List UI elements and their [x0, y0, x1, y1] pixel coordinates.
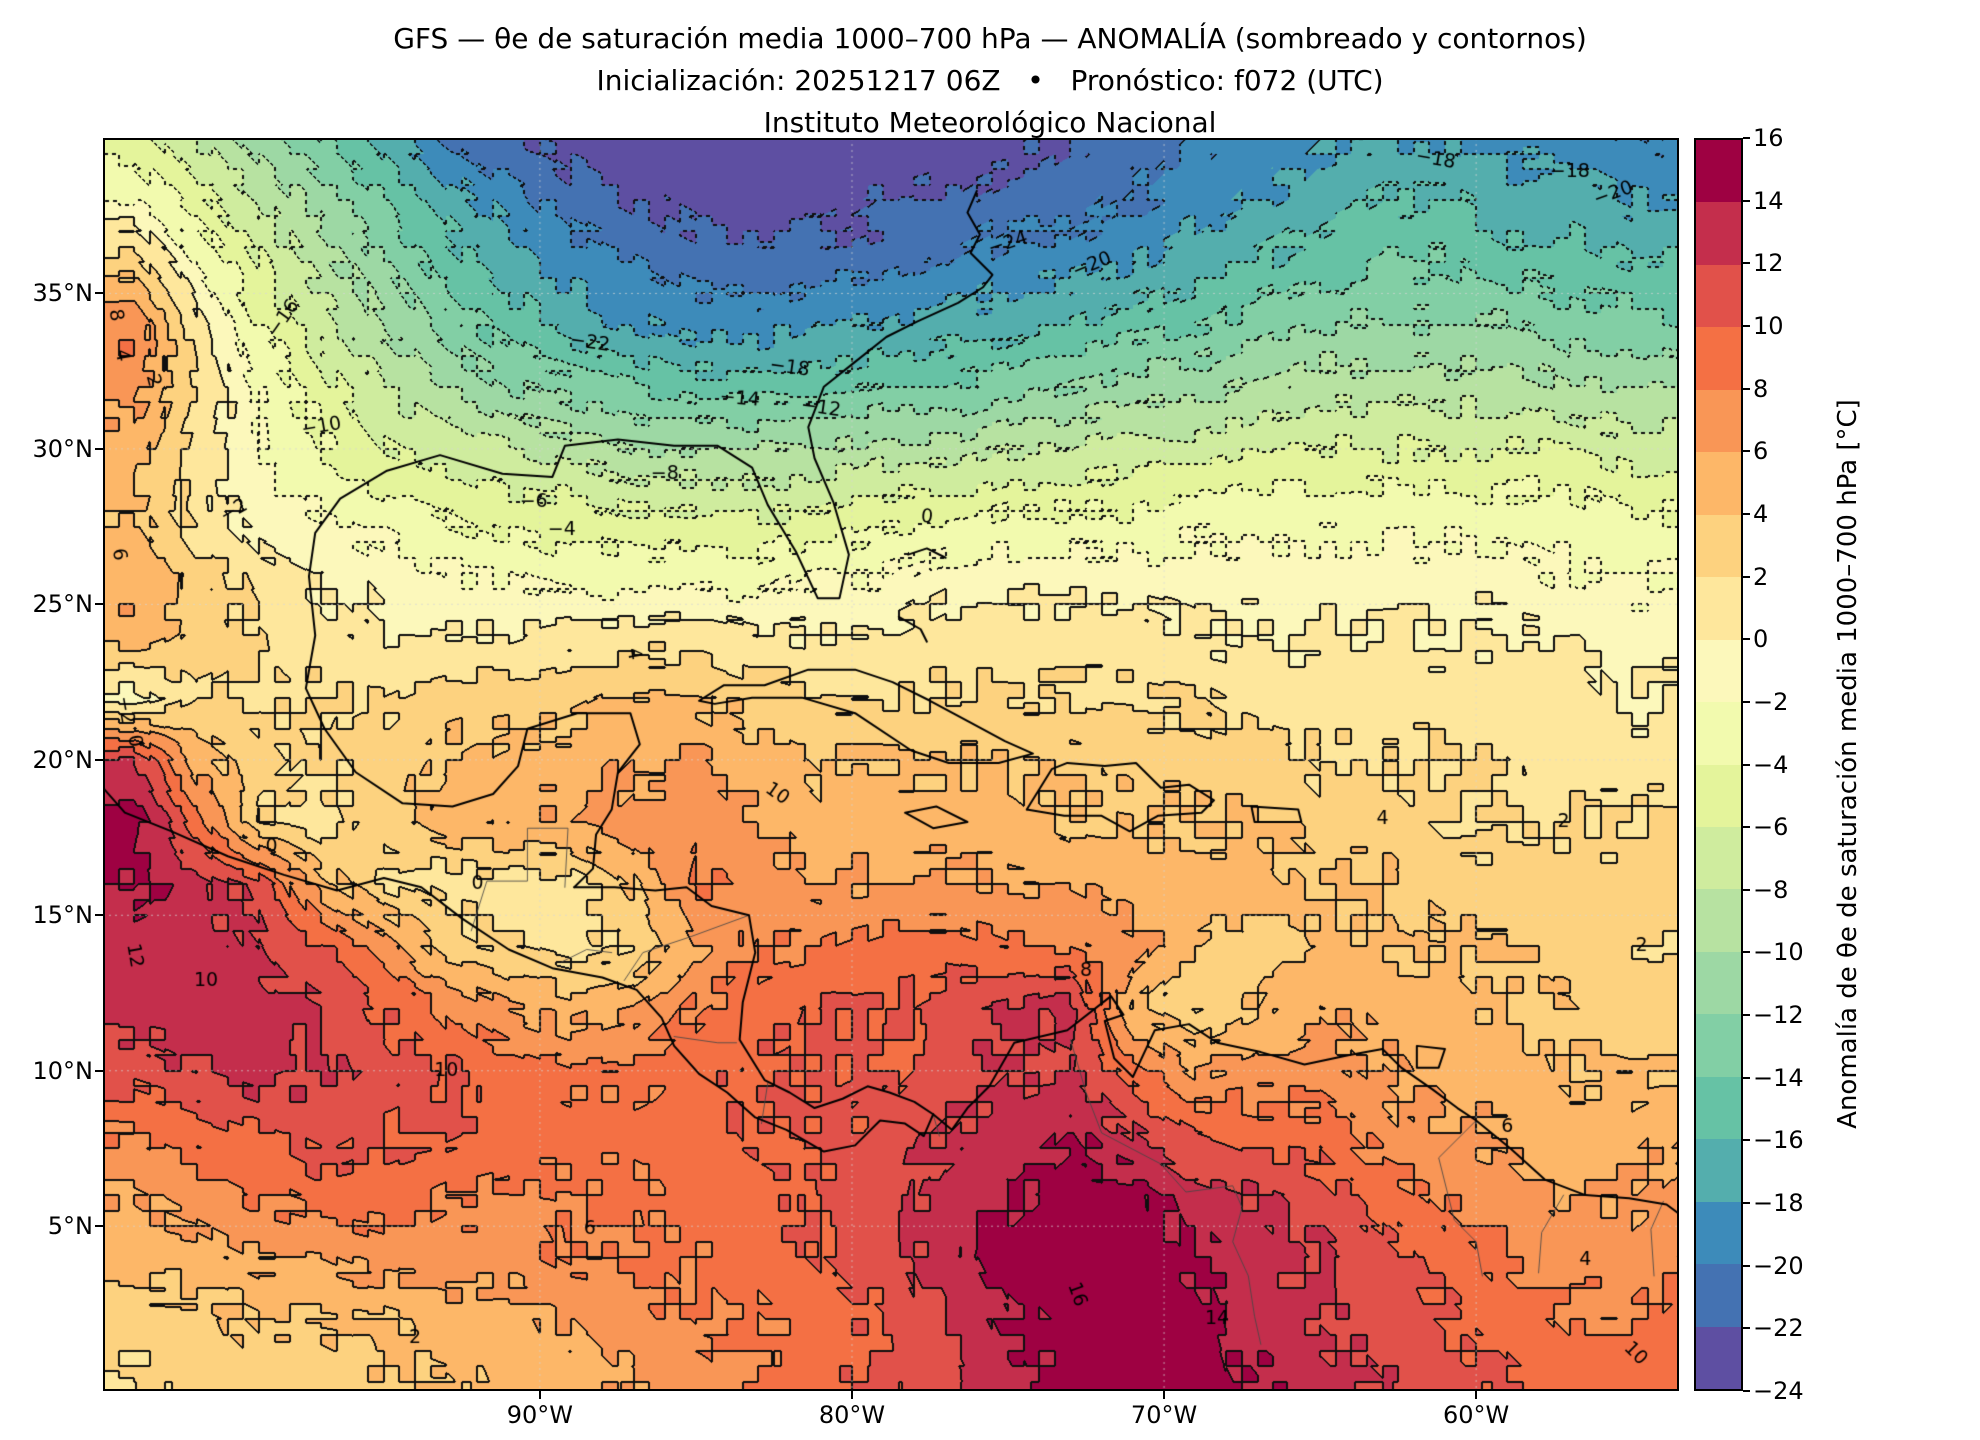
- colorbar-segment: [1696, 826, 1741, 890]
- colorbar-tick-mark: [1743, 826, 1750, 829]
- colorbar-segment: [1696, 577, 1741, 640]
- colorbar-tick-label: −10: [1753, 938, 1804, 967]
- colorbar-tick-mark: [1743, 1139, 1750, 1142]
- x-tick-label: 60°W: [1443, 1401, 1510, 1429]
- colorbar-tick-mark: [1743, 1202, 1750, 1205]
- colorbar-tick-mark: [1743, 1014, 1750, 1017]
- colorbar-segment: [1696, 389, 1741, 453]
- colorbar-tick-mark: [1743, 387, 1750, 390]
- colorbar-tick-mark: [1743, 199, 1750, 202]
- colorbar-tick-label: −2: [1753, 687, 1789, 716]
- x-tick-label: 90°W: [506, 1401, 574, 1429]
- colorbar-tick-label: 12: [1753, 249, 1784, 278]
- colorbar-tick-mark: [1743, 137, 1750, 139]
- colorbar-tick-label: 0: [1753, 625, 1769, 654]
- colorbar-tick-label: −8: [1753, 875, 1789, 904]
- colorbar-tick-label: 16: [1753, 124, 1784, 152]
- colorbar-segment: [1696, 140, 1741, 203]
- x-tick-label: 70°W: [1130, 1401, 1198, 1429]
- colorbar-tick-label: −16: [1753, 1126, 1804, 1155]
- y-tick-mark: [95, 1225, 103, 1228]
- colorbar-segment: [1696, 1139, 1741, 1202]
- colorbar-tick-mark: [1743, 512, 1750, 515]
- y-tick-label: 10°N: [32, 1056, 94, 1085]
- y-tick-label: 30°N: [32, 434, 94, 463]
- colorbar-tick-mark: [1743, 575, 1750, 578]
- colorbar-tick-mark: [1743, 1264, 1750, 1267]
- colorbar-segment: [1696, 1014, 1741, 1077]
- colorbar-tick-mark: [1743, 700, 1750, 703]
- chart-institution: Instituto Meteorológico Nacional: [763, 106, 1217, 139]
- colorbar-tick-label: −22: [1753, 1314, 1804, 1343]
- y-tick-mark: [95, 447, 103, 450]
- colorbar-tick-label: −20: [1753, 1251, 1804, 1280]
- y-tick-mark: [95, 1069, 103, 1072]
- y-tick-mark: [95, 914, 103, 917]
- colorbar-segment: [1696, 327, 1741, 390]
- colorbar-tick-label: −14: [1753, 1063, 1804, 1092]
- colorbar-tick-label: −12: [1753, 1001, 1804, 1030]
- x-tick-mark: [1163, 1391, 1166, 1399]
- colorbar-segment: [1696, 702, 1741, 765]
- colorbar-segment: [1696, 1326, 1741, 1390]
- colorbar-segment: [1696, 1076, 1741, 1140]
- y-tick-mark: [95, 603, 103, 606]
- colorbar-tick-label: −6: [1753, 813, 1789, 842]
- x-tick-mark: [850, 1391, 853, 1399]
- colorbar-tick-label: 10: [1753, 311, 1784, 340]
- y-tick-label: 15°N: [32, 901, 94, 930]
- colorbar-tick-label: −24: [1753, 1377, 1804, 1405]
- colorbar-segment: [1696, 1201, 1741, 1265]
- colorbar-tick-label: −4: [1753, 750, 1789, 779]
- y-tick-label: 25°N: [32, 590, 94, 619]
- colorbar-segment: [1696, 764, 1741, 827]
- colorbar-tick-label: 4: [1753, 499, 1769, 528]
- colorbar-tick-mark: [1743, 763, 1750, 766]
- colorbar-tick-label: 8: [1753, 374, 1769, 403]
- colorbar-tick-mark: [1743, 888, 1750, 891]
- colorbar-segment: [1696, 889, 1741, 952]
- map-canvas: [103, 138, 1679, 1391]
- x-tick-mark: [1475, 1391, 1478, 1399]
- colorbar-tick-label: −18: [1753, 1189, 1804, 1218]
- colorbar-tick-label: 14: [1753, 186, 1784, 215]
- colorbar-tick-mark: [1743, 324, 1750, 327]
- colorbar-segment: [1696, 639, 1741, 703]
- colorbar-segment: [1696, 202, 1741, 265]
- colorbar-tick-mark: [1743, 1390, 1750, 1392]
- colorbar-segment: [1696, 1264, 1741, 1327]
- x-tick-mark: [538, 1391, 541, 1399]
- colorbar-segment: [1696, 264, 1741, 328]
- y-tick-mark: [95, 758, 103, 761]
- colorbar-tick-mark: [1743, 1327, 1750, 1330]
- colorbar-tick-mark: [1743, 262, 1750, 265]
- y-tick-label: 5°N: [47, 1212, 93, 1241]
- y-tick-mark: [95, 292, 103, 295]
- colorbar-segment: [1696, 514, 1741, 578]
- colorbar-tick-mark: [1743, 638, 1750, 641]
- colorbar-tick-mark: [1743, 951, 1750, 954]
- title-block: GFS — θe de saturación media 1000–700 hP…: [0, 18, 1980, 144]
- x-tick-label: 80°W: [818, 1401, 886, 1429]
- colorbar-tick-label: 6: [1753, 437, 1769, 466]
- colorbar-tick-mark: [1743, 1076, 1750, 1079]
- chart-title: GFS — θe de saturación media 1000–700 hP…: [393, 22, 1587, 55]
- colorbar-segment: [1696, 951, 1741, 1015]
- chart-subtitle: Inicialización: 20251217 06Z • Pronóstic…: [596, 64, 1384, 97]
- colorbar-tick-label: 2: [1753, 562, 1769, 591]
- colorbar-tick-mark: [1743, 450, 1750, 453]
- colorbar-segment: [1696, 452, 1741, 515]
- y-tick-label: 35°N: [32, 279, 94, 308]
- colorbar-label: Anomalía de θe de saturación media 1000–…: [1833, 399, 1863, 1129]
- colorbar: [1694, 138, 1743, 1391]
- y-tick-label: 20°N: [32, 745, 94, 774]
